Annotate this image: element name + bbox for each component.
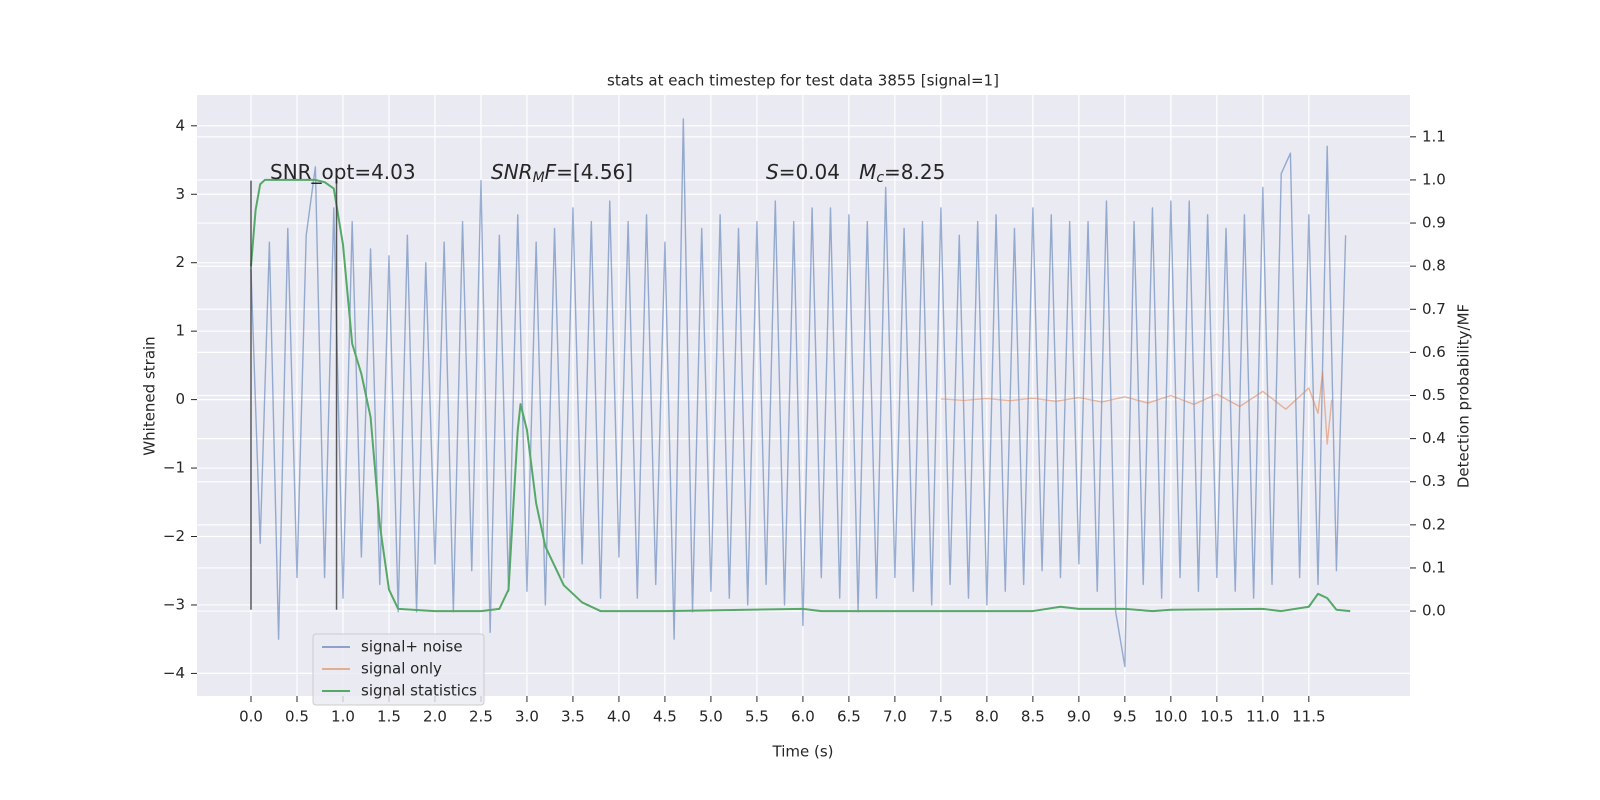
chart-title: stats at each timestep for test data 385… (607, 72, 999, 90)
annotation-part: M (533, 170, 545, 186)
x-tick-label: 2.0 (423, 708, 447, 726)
y2-tick-label: 0.1 (1422, 558, 1446, 576)
y2-tick-label: 1.1 (1422, 127, 1446, 145)
x-tick-label: 9.0 (1067, 708, 1091, 726)
annotation-part: F (545, 160, 557, 184)
x-tick-label: 8.0 (975, 708, 999, 726)
grid (197, 95, 1410, 696)
series-line (250, 118, 1347, 668)
x-tick-label: 6.5 (837, 708, 861, 726)
x-axis-label: Time (s) (772, 743, 834, 761)
y2-tick-label: 0.5 (1422, 386, 1446, 404)
axes: 0.0 0.5 1.0 1.5 2.0 2.5 3.0 3.5 4.0 4.5 5.0 5.5 6.0 6… (163, 116, 1446, 725)
x-tick-label: 9.5 (1113, 708, 1137, 726)
y-tick-label: −4 (163, 664, 185, 682)
x-tick-label: 6.0 (791, 708, 815, 726)
legend-label: signal only (361, 660, 442, 678)
legend: signal+ noise signal only signal statistic… (312, 633, 485, 706)
x-tick-label: 1.0 (331, 708, 355, 726)
x-tick-label: 0.5 (285, 708, 309, 726)
x-tick-label: 1.5 (377, 708, 401, 726)
legend-label: signal statistics (361, 682, 477, 700)
x-tick-label: 4.0 (607, 708, 631, 726)
y-tick-label: 0 (175, 390, 185, 408)
y2-tick-label: 0.6 (1422, 343, 1446, 361)
y-tick-label: −1 (163, 459, 185, 477)
y2-tick-label: 0.9 (1422, 214, 1446, 232)
x-tick-label: 11.5 (1292, 708, 1325, 726)
annotation-part: SNR_opt=4.03 (270, 160, 416, 184)
y2-tick-label: 0.4 (1422, 429, 1446, 447)
y-axis-label: Whitened strain (141, 336, 159, 455)
x-tick-label: 7.5 (929, 708, 953, 726)
series-line (940, 371, 1333, 445)
y2-tick-label: 1.0 (1422, 170, 1446, 188)
y2-tick-label: 0.3 (1422, 472, 1446, 490)
y-tick-label: 4 (175, 116, 185, 134)
y2-tick-label: 0.2 (1422, 515, 1446, 533)
annotation: SNRMF=[4.56] (491, 160, 633, 187)
annotation: S=0.04 Mc=8.25 (766, 160, 945, 187)
y-tick-label: 2 (175, 253, 185, 271)
series-line (249, 178, 1351, 613)
y-tick-label: −2 (163, 527, 185, 545)
y-tick-label: −3 (163, 595, 185, 613)
x-tick-label: 2.5 (469, 708, 493, 726)
x-tick-label: 11.0 (1246, 708, 1279, 726)
x-tick-label: 10.5 (1200, 708, 1233, 726)
x-tick-label: 4.5 (653, 708, 677, 726)
x-tick-label: 7.0 (883, 708, 907, 726)
x-tick-label: 0.0 (239, 708, 263, 726)
x-tick-label: 3.0 (515, 708, 539, 726)
x-tick-label: 8.5 (1021, 708, 1045, 726)
annotation: SNR_opt=4.03 (270, 160, 416, 184)
x-tick-label: 3.5 (561, 708, 585, 726)
y-tick-label: 3 (175, 185, 185, 203)
marks (249, 118, 1351, 668)
annotation-part: SNR (491, 160, 533, 184)
y2-tick-label: 0.0 (1422, 602, 1446, 620)
y2-axis-label: Detection probability/MF (1455, 304, 1473, 488)
y2-tick-label: 0.8 (1422, 257, 1446, 275)
annotation-part: M (859, 160, 876, 184)
x-tick-label: 5.0 (699, 708, 723, 726)
x-tick-label: 10.0 (1154, 708, 1187, 726)
y2-tick-label: 0.7 (1422, 300, 1446, 318)
annotation-part: =[4.56] (556, 160, 633, 184)
annotation-part: S (766, 160, 779, 184)
legend-box (312, 633, 485, 706)
annotation-part: c (876, 170, 884, 186)
annotation-part: =0.04 (779, 160, 859, 184)
annotation-part: =8.25 (884, 160, 945, 184)
legend-label: signal+ noise (361, 638, 463, 656)
x-tick-label: 5.5 (745, 708, 769, 726)
y-tick-label: 1 (175, 322, 185, 340)
